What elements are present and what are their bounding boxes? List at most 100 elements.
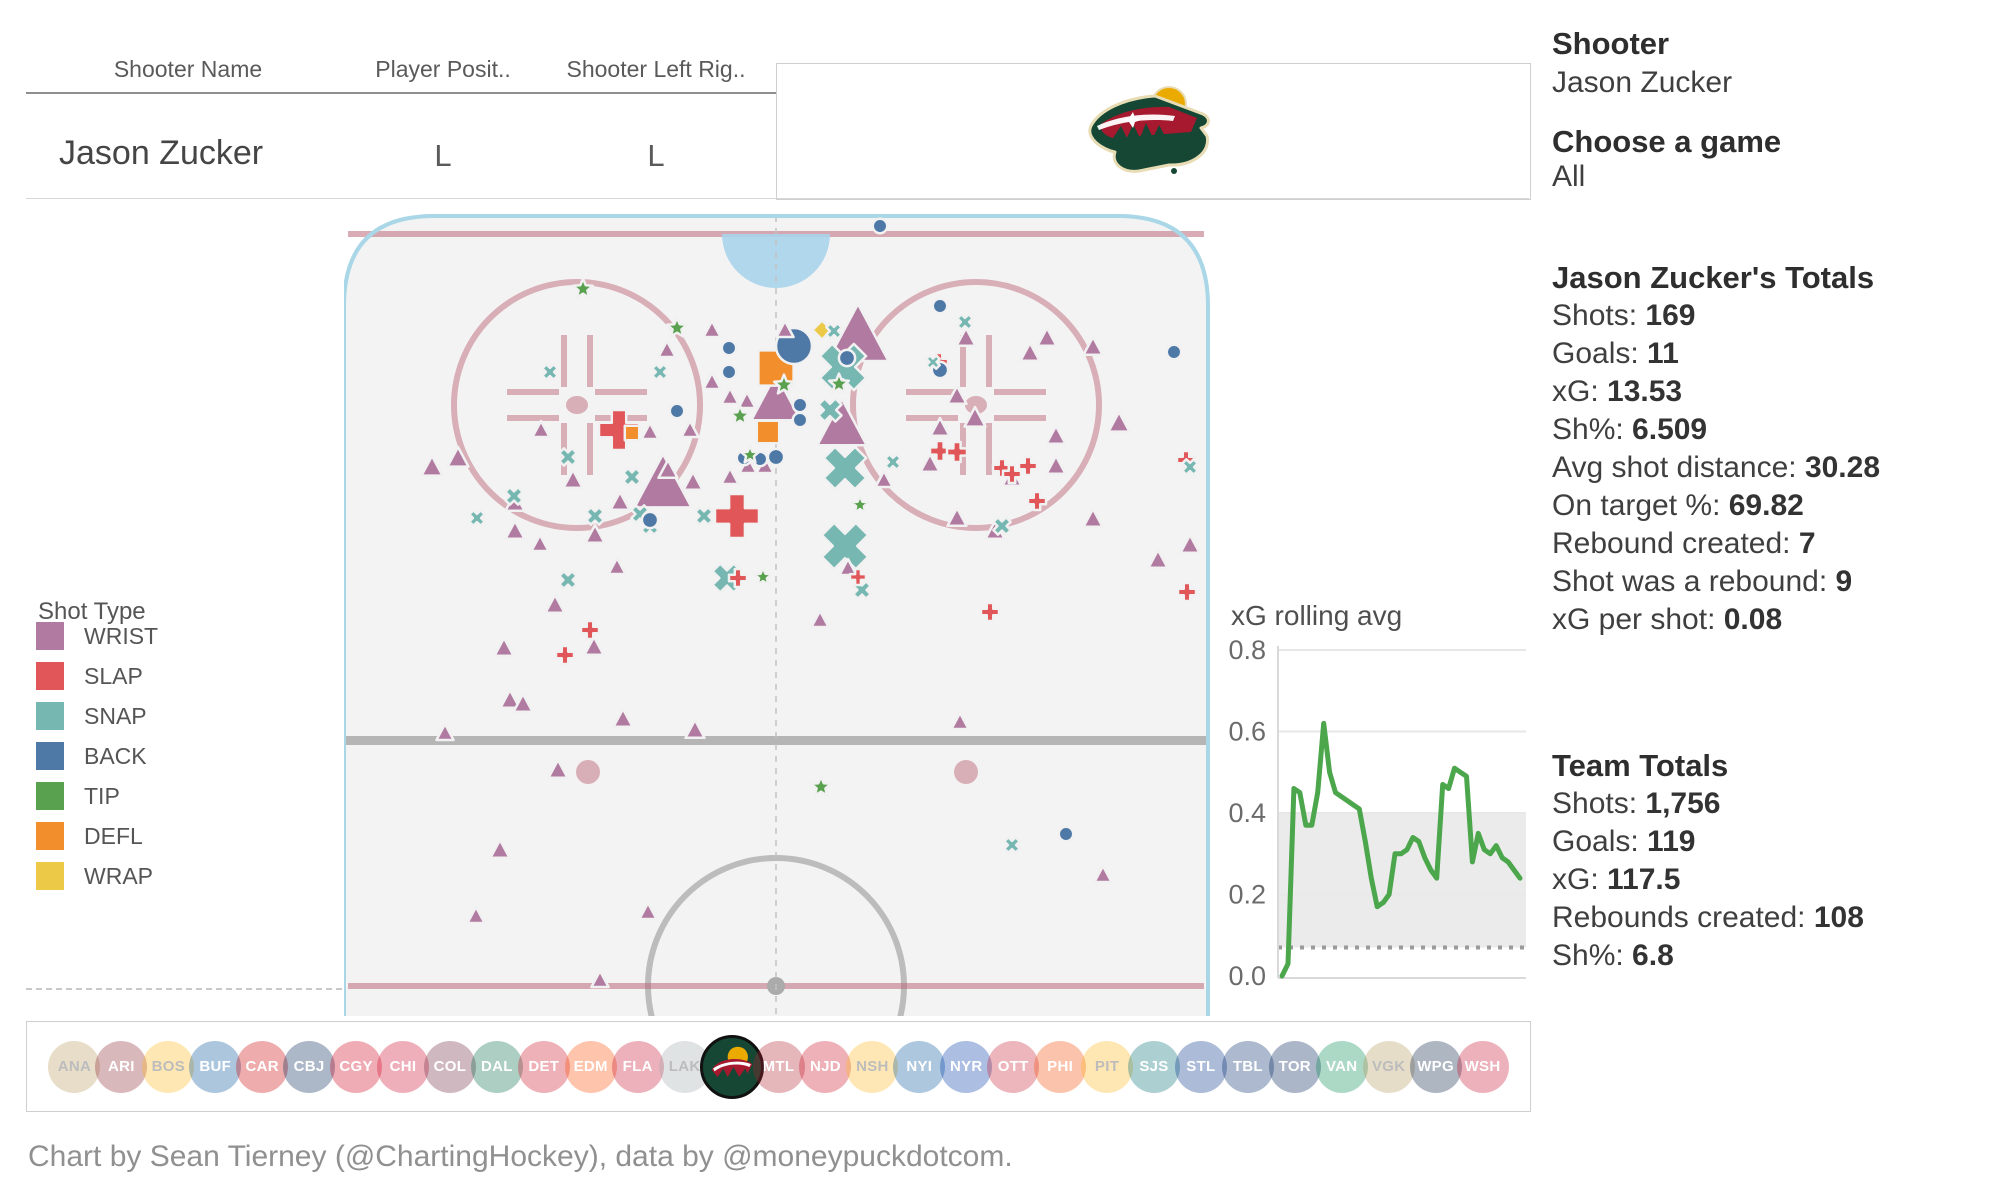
shot-marker-back[interactable] bbox=[640, 510, 660, 530]
shot-marker-wrist[interactable] bbox=[1179, 533, 1201, 555]
legend-item-wrist[interactable]: WRIST bbox=[36, 622, 158, 650]
shot-marker-snap[interactable] bbox=[954, 311, 977, 334]
shot-marker-wrist[interactable] bbox=[512, 692, 534, 714]
team-logo-mtl[interactable]: MTL bbox=[752, 1040, 805, 1093]
shot-marker-snap[interactable] bbox=[501, 483, 526, 508]
shot-marker-back[interactable] bbox=[871, 217, 889, 235]
shot-marker-tip[interactable] bbox=[850, 494, 870, 514]
shot-marker-tip[interactable] bbox=[809, 775, 833, 797]
shot-marker-wrist[interactable] bbox=[737, 390, 757, 410]
shot-marker-wrist[interactable] bbox=[682, 470, 704, 492]
shot-marker-wrist[interactable] bbox=[1036, 326, 1058, 348]
team-logo-min-selected[interactable] bbox=[699, 1034, 764, 1099]
shot-marker-back[interactable] bbox=[720, 339, 738, 357]
shot-marker-wrist[interactable] bbox=[584, 523, 606, 545]
team-logo-ari[interactable]: ARI bbox=[95, 1040, 148, 1093]
shot-marker-slap[interactable] bbox=[945, 440, 969, 464]
team-logo-wpg[interactable]: WPG bbox=[1409, 1040, 1462, 1093]
team-logo-dal[interactable]: DAL bbox=[470, 1040, 523, 1093]
shot-marker-snap[interactable] bbox=[691, 503, 716, 528]
shot-marker-wrist[interactable] bbox=[446, 445, 470, 468]
legend-item-wrap[interactable]: WRAP bbox=[36, 862, 153, 890]
team-logo-cgy[interactable]: CGY bbox=[330, 1040, 383, 1093]
shot-marker-slap[interactable] bbox=[1026, 490, 1048, 512]
shot-marker-wrist[interactable] bbox=[950, 711, 970, 731]
team-logo-vgk[interactable]: VGK bbox=[1362, 1040, 1415, 1093]
team-logo-van[interactable]: VAN bbox=[1315, 1040, 1368, 1093]
team-logo-stl[interactable]: STL bbox=[1174, 1040, 1227, 1093]
shot-marker-slap[interactable] bbox=[727, 567, 749, 589]
shot-marker-wrist[interactable] bbox=[1082, 335, 1104, 357]
game-filter-value[interactable]: All bbox=[1552, 160, 1586, 193]
shot-marker-wrist[interactable] bbox=[720, 386, 740, 406]
shot-marker-back[interactable] bbox=[720, 363, 738, 381]
shot-marker-back[interactable] bbox=[766, 447, 786, 467]
shot-marker-wrist[interactable] bbox=[816, 397, 868, 447]
shot-marker-wrist[interactable] bbox=[946, 384, 968, 406]
shot-marker-snap[interactable] bbox=[823, 320, 846, 343]
team-logo-pit[interactable]: PIT bbox=[1081, 1040, 1134, 1093]
shot-marker-wrist[interactable] bbox=[583, 635, 605, 657]
shot-marker-slap[interactable] bbox=[554, 644, 576, 666]
team-logo-car[interactable]: CAR bbox=[236, 1040, 289, 1093]
shot-marker-wrist[interactable] bbox=[1093, 864, 1113, 884]
shot-marker-tip[interactable] bbox=[827, 372, 851, 394]
shot-marker-slap[interactable] bbox=[1017, 455, 1039, 477]
shot-marker-snap[interactable] bbox=[813, 393, 847, 427]
team-logo-ott[interactable]: OTT bbox=[987, 1040, 1040, 1093]
team-logo-det[interactable]: DET bbox=[517, 1040, 570, 1093]
shot-marker-tip[interactable] bbox=[571, 277, 595, 299]
team-logo-buf[interactable]: BUF bbox=[189, 1040, 242, 1093]
team-logo-col[interactable]: COL bbox=[423, 1040, 476, 1093]
shot-marker-slap[interactable] bbox=[928, 439, 952, 463]
shooter-filter-value[interactable]: Jason Zucker bbox=[1552, 66, 1733, 99]
shot-marker-wrist[interactable] bbox=[657, 458, 679, 480]
shot-marker-snap[interactable] bbox=[882, 451, 905, 474]
shot-marker-wrist[interactable] bbox=[1045, 454, 1067, 476]
shot-marker-wrist[interactable] bbox=[702, 371, 722, 391]
shot-marker-wrist[interactable] bbox=[684, 718, 706, 740]
shot-marker-back[interactable] bbox=[668, 402, 686, 420]
team-logo-cbj[interactable]: CBJ bbox=[283, 1040, 336, 1093]
shot-marker-slap[interactable] bbox=[1176, 581, 1198, 603]
shot-marker-wrist[interactable] bbox=[929, 416, 951, 438]
shot-marker-wrist[interactable] bbox=[1045, 424, 1067, 446]
shot-marker-snap[interactable] bbox=[1001, 834, 1024, 857]
shot-marker-wrist[interactable] bbox=[874, 469, 894, 489]
shot-marker-wrist[interactable] bbox=[919, 452, 941, 474]
shot-marker-wrist[interactable] bbox=[720, 466, 740, 486]
legend-item-slap[interactable]: SLAP bbox=[36, 662, 143, 690]
team-logo-tor[interactable]: TOR bbox=[1268, 1040, 1321, 1093]
shot-marker-snap[interactable] bbox=[649, 361, 672, 384]
table-row[interactable]: Jason Zucker L L bbox=[26, 116, 776, 196]
shot-marker-snap[interactable] bbox=[466, 507, 489, 530]
shot-marker-snap[interactable] bbox=[539, 361, 562, 384]
shot-marker-snap[interactable] bbox=[555, 444, 580, 469]
shot-marker-wrist[interactable] bbox=[562, 468, 584, 490]
shot-marker-wrist[interactable] bbox=[609, 490, 631, 512]
shot-marker-wrist[interactable] bbox=[489, 838, 511, 860]
shot-marker-defl[interactable] bbox=[755, 419, 781, 445]
shot-marker-wrist[interactable] bbox=[1107, 410, 1131, 433]
shot-marker-back[interactable] bbox=[791, 396, 809, 414]
shot-marker-slap[interactable] bbox=[579, 619, 601, 641]
shot-marker-wrist[interactable] bbox=[504, 519, 526, 541]
shot-marker-slap[interactable] bbox=[1001, 463, 1023, 485]
shot-marker-wrist[interactable] bbox=[638, 901, 658, 921]
shot-marker-wrist[interactable] bbox=[435, 722, 455, 742]
shot-marker-snap[interactable] bbox=[582, 503, 607, 528]
shot-marker-wrist[interactable] bbox=[963, 405, 987, 428]
shooter-name-cell[interactable]: Jason Zucker bbox=[59, 134, 264, 172]
shot-marker-wrist[interactable] bbox=[590, 969, 610, 989]
shot-marker-wrist[interactable] bbox=[1147, 548, 1169, 570]
shot-marker-snap[interactable] bbox=[619, 464, 644, 489]
shot-marker-wrist[interactable] bbox=[946, 506, 968, 528]
shot-marker-slap[interactable] bbox=[979, 601, 1001, 623]
shot-marker-wrist[interactable] bbox=[1019, 341, 1041, 363]
shot-marker-back[interactable] bbox=[1057, 825, 1075, 843]
shot-marker-wrist[interactable] bbox=[547, 758, 569, 780]
shot-marker-snap[interactable] bbox=[811, 512, 879, 580]
team-logo-tbl[interactable]: TBL bbox=[1221, 1040, 1274, 1093]
player-position-cell[interactable]: L bbox=[434, 138, 452, 173]
shot-marker-slap[interactable] bbox=[597, 408, 641, 452]
